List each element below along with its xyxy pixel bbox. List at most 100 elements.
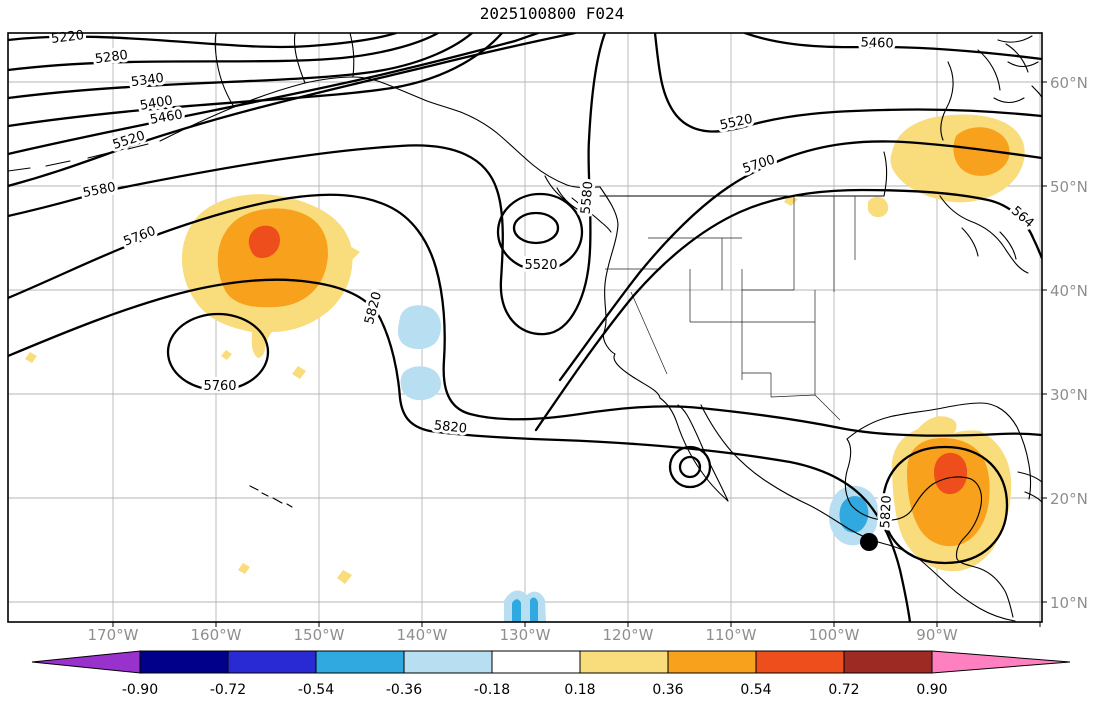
contour-label-564: 564 — [1008, 204, 1037, 232]
yellow-speck-4 — [25, 352, 37, 363]
pacific-positive-anomaly-peak — [248, 225, 280, 258]
contour-5460-west — [8, 33, 540, 156]
gulf-positive-anomaly-peak — [934, 452, 968, 495]
contour-5340 — [8, 33, 474, 100]
contour-label-5280: 5280 — [94, 48, 129, 67]
colorbar-tick-label: 0.54 — [740, 682, 771, 698]
state-borders — [605, 196, 856, 421]
height-contours — [8, 33, 1042, 622]
colorbar-segment — [227, 650, 317, 674]
yellow-speck-2 — [221, 350, 232, 360]
yellow-speck-5 — [238, 563, 250, 574]
contour-label-5580: 5580 — [579, 181, 597, 215]
contour-5700 — [558, 140, 1042, 382]
colorbar-tick-label: 0.72 — [828, 682, 859, 698]
lon-tick-label: 150°W — [294, 626, 345, 644]
contour-label-5700: 5700 — [741, 152, 777, 176]
lon-tick-label: 90°W — [916, 626, 958, 644]
contour-5280 — [8, 33, 440, 72]
contour-label-5820: 5820 — [878, 495, 895, 529]
contour-5460-closed-low — [512, 211, 560, 245]
negative-anomaly-bottom-core — [512, 597, 538, 622]
lon-tick-label: 130°W — [500, 626, 551, 644]
mexico-gulf-coast — [844, 438, 1014, 618]
map-content — [8, 33, 1042, 622]
latitude-labels: 60°N 50°N 40°N 30°N 20°N 10°N — [1050, 74, 1088, 612]
colorbar-tick-label: -0.90 — [122, 682, 158, 698]
colorbar-segment — [403, 650, 493, 674]
contour-label-5760: 5760 — [203, 379, 236, 394]
colorbar: -0.90 -0.72 -0.54 -0.36 -0.18 0.18 0.36 0.54 0.7… — [31, 650, 1071, 698]
arctic-islands — [993, 35, 1042, 104]
grid-lines — [8, 33, 1042, 622]
contour-label-5520: 5520 — [524, 258, 557, 273]
negative-anomaly-bottom — [504, 590, 546, 622]
contour-5640 — [534, 188, 1042, 432]
contour-5220 — [8, 33, 398, 49]
lat-tick-label: 60°N — [1050, 74, 1088, 92]
contour-5520-east — [653, 33, 1042, 133]
colorbar-tick-label: -0.18 — [474, 682, 510, 698]
axis-ticks — [112, 81, 1047, 627]
contour-5400 — [8, 33, 504, 128]
contour-5760 — [8, 193, 1042, 437]
aleutian-islands — [8, 143, 149, 172]
lon-tick-label: 140°W — [397, 626, 448, 644]
baja-gulf-coast — [677, 404, 729, 502]
lon-tick-label: 110°W — [706, 626, 757, 644]
lat-tick-label: 10°N — [1050, 594, 1088, 612]
cuba — [1017, 471, 1042, 503]
longitude-labels: 170°W 160°W 150°W 140°W 130°W 120°W 110°W 100°W… — [88, 626, 958, 644]
location-marker — [860, 533, 878, 551]
page-title: 2025100800 F024 — [480, 4, 625, 23]
lon-tick-label: 120°W — [603, 626, 654, 644]
northern-positive-anomaly-small — [868, 196, 889, 218]
contour-label-5340: 5340 — [130, 71, 165, 90]
contour-label-5580: 5580 — [82, 180, 117, 201]
colorbar-segment — [139, 650, 229, 674]
colorbar-tick-label: -0.72 — [210, 682, 246, 698]
contour-5760-closed-ring — [166, 312, 270, 392]
contour-5580-trough — [8, 33, 607, 336]
lon-tick-label: 160°W — [191, 626, 242, 644]
colorbar-tick-label: 0.90 — [916, 682, 947, 698]
contour-label-5820: 5820 — [433, 418, 467, 436]
yellow-speck-3 — [292, 366, 306, 379]
alaska-coast — [159, 76, 601, 189]
colorbar-tick-label: -0.54 — [298, 682, 334, 698]
colorbar-tick-label: -0.36 — [386, 682, 422, 698]
colorbar-right-arrow — [931, 650, 1071, 674]
colorbar-segment — [843, 650, 933, 674]
yellow-speck-7 — [784, 196, 798, 206]
lat-tick-label: 40°N — [1050, 282, 1088, 300]
us-gulf-coast — [846, 402, 1032, 500]
alaska-panhandle-islands — [544, 175, 578, 210]
lat-tick-label: 30°N — [1050, 386, 1088, 404]
northern-positive-anomaly-core — [953, 127, 1010, 176]
contour-5520-closed-low — [496, 192, 584, 272]
colorbar-segment — [755, 650, 845, 674]
contour-5520-west — [8, 33, 577, 188]
mexico-negative-anomaly-core — [839, 496, 869, 533]
hawaii-islands — [249, 485, 293, 508]
negative-anomaly-2 — [400, 366, 442, 401]
contour-label-5460: 5460 — [860, 35, 894, 51]
canada-lakes — [883, 151, 1029, 274]
lat-tick-label: 50°N — [1050, 178, 1088, 196]
lon-tick-label: 170°W — [88, 626, 139, 644]
us-state-lines — [605, 196, 856, 421]
cutoff-ring-outer — [668, 445, 712, 489]
colorbar-tick-label: 0.36 — [652, 682, 683, 698]
lon-tick-label: 100°W — [809, 626, 860, 644]
colorbar-tick-label: 0.18 — [564, 682, 595, 698]
colorbar-segment — [315, 650, 405, 674]
contour-5820 — [8, 278, 912, 622]
yellow-speck-1 — [344, 246, 360, 260]
cutoff-ring-inner — [678, 455, 702, 479]
negative-anomaly-1 — [398, 305, 442, 350]
colorbar-segment — [667, 650, 757, 674]
colorbar-left-arrow — [31, 650, 141, 674]
colorbar-segment — [491, 650, 581, 674]
